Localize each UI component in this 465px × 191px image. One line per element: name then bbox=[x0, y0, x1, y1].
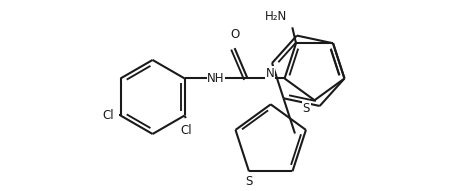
Text: O: O bbox=[230, 28, 239, 41]
Text: H₂N: H₂N bbox=[265, 10, 287, 23]
Text: S: S bbox=[245, 175, 252, 188]
Text: NH: NH bbox=[207, 72, 225, 85]
Text: Cl: Cl bbox=[102, 109, 114, 122]
Text: N: N bbox=[266, 67, 275, 80]
Text: S: S bbox=[303, 102, 310, 115]
Text: Cl: Cl bbox=[181, 124, 193, 137]
